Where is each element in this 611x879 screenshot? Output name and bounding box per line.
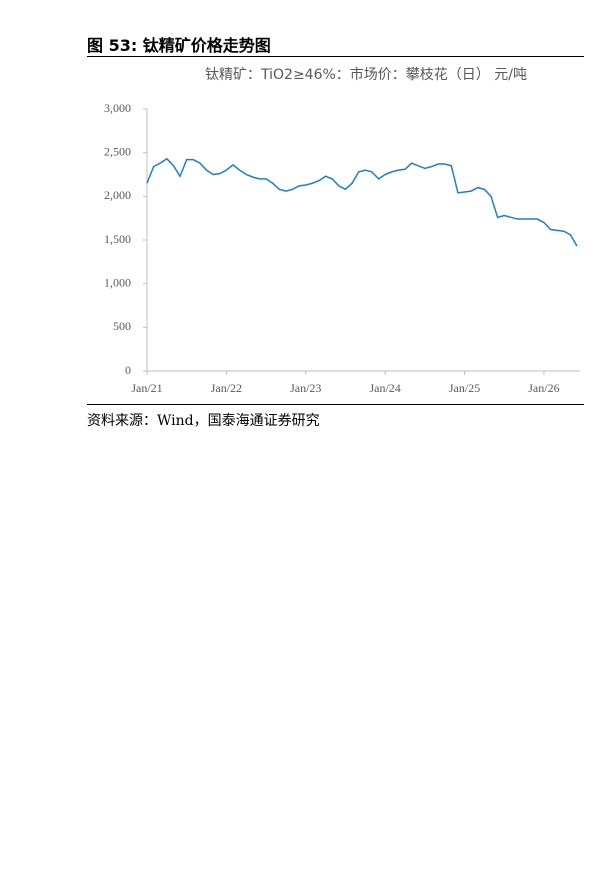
y-tick-label: 1,000 xyxy=(104,275,131,289)
x-tick-label: Jan/24 xyxy=(369,381,400,395)
chart-subtitle: 钛精矿：TiO2≥46%：市场价：攀枝花（日） 元/吨 xyxy=(205,66,527,83)
y-tick-label: 2,000 xyxy=(104,188,131,202)
y-tick-label: 2,500 xyxy=(104,144,131,158)
chart: 钛精矿：TiO2≥46%：市场价：攀枝花（日） 元/吨 0 500 1,000 1,5… xyxy=(104,66,580,395)
x-tick-label: Jan/26 xyxy=(528,381,559,395)
source-note: 资料来源：Wind，国泰海通证券研究 xyxy=(87,413,320,429)
x-tick-label: Jan/23 xyxy=(290,381,321,395)
x-tick-label: Jan/22 xyxy=(211,381,242,395)
y-tick-label: 0 xyxy=(125,363,131,377)
y-tick-label: 1,500 xyxy=(104,232,131,246)
title-rule xyxy=(87,56,584,57)
x-tick-label: Jan/25 xyxy=(449,381,480,395)
price-line xyxy=(146,157,578,247)
figure-title: 图 53: 钛精矿价格走势图 xyxy=(87,36,271,55)
y-tick-label: 3,000 xyxy=(104,101,131,115)
source-rule xyxy=(87,404,584,405)
y-tick-label: 500 xyxy=(113,319,131,333)
x-tick-label: Jan/21 xyxy=(131,381,162,395)
